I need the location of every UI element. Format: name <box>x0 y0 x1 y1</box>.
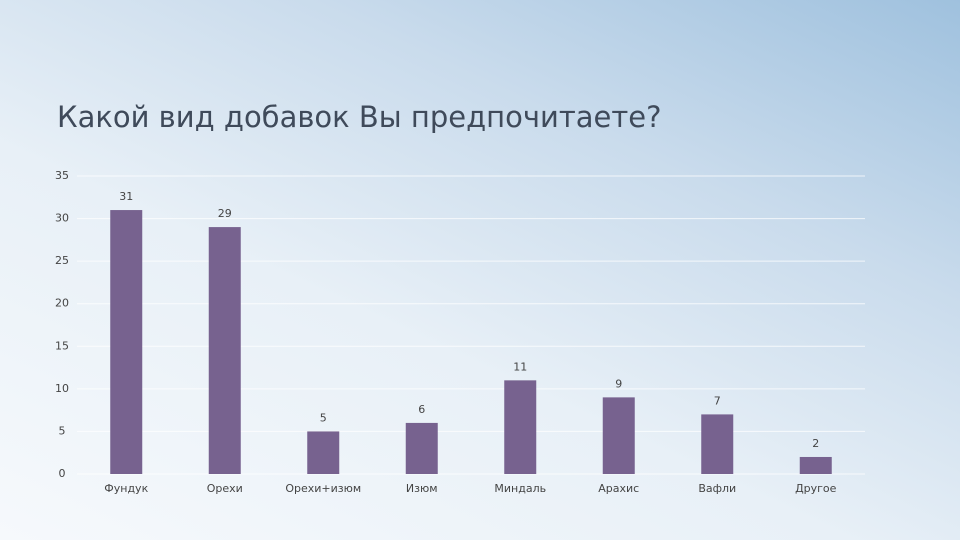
bar <box>110 210 143 475</box>
data-label: 2 <box>812 437 819 450</box>
bar <box>307 431 340 474</box>
data-label: 11 <box>513 360 527 373</box>
x-tick-label: Орехи+изюм <box>285 482 361 495</box>
bar <box>504 380 537 474</box>
y-tick-label: 35 <box>55 169 69 182</box>
x-tick-label: Другое <box>795 482 837 495</box>
data-label: 31 <box>119 190 133 203</box>
y-tick-label: 5 <box>59 424 66 437</box>
y-tick-label: 30 <box>55 212 69 225</box>
x-tick-label: Фундук <box>104 482 148 495</box>
bar <box>208 227 241 474</box>
y-tick-label: 0 <box>59 467 66 480</box>
y-tick-label: 25 <box>55 254 69 267</box>
bar <box>701 414 734 474</box>
y-tick-label: 20 <box>55 297 69 310</box>
x-tick-label: Орехи <box>207 482 243 495</box>
x-tick-label: Арахис <box>598 482 639 495</box>
data-label: 6 <box>418 403 425 416</box>
chart-title: Какой вид добавок Вы предпочитаете? <box>57 100 662 134</box>
data-label: 7 <box>714 394 721 407</box>
data-label: 5 <box>320 411 327 424</box>
bar <box>405 422 438 474</box>
y-tick-label: 15 <box>55 339 69 352</box>
x-tick-label: Изюм <box>406 482 438 495</box>
y-tick-label: 10 <box>55 382 69 395</box>
x-tick-label: Миндаль <box>494 482 546 495</box>
bar <box>602 397 635 474</box>
bar <box>799 456 832 474</box>
data-label: 9 <box>615 377 622 390</box>
x-tick-label: Вафли <box>698 482 736 495</box>
data-label: 29 <box>218 207 232 220</box>
